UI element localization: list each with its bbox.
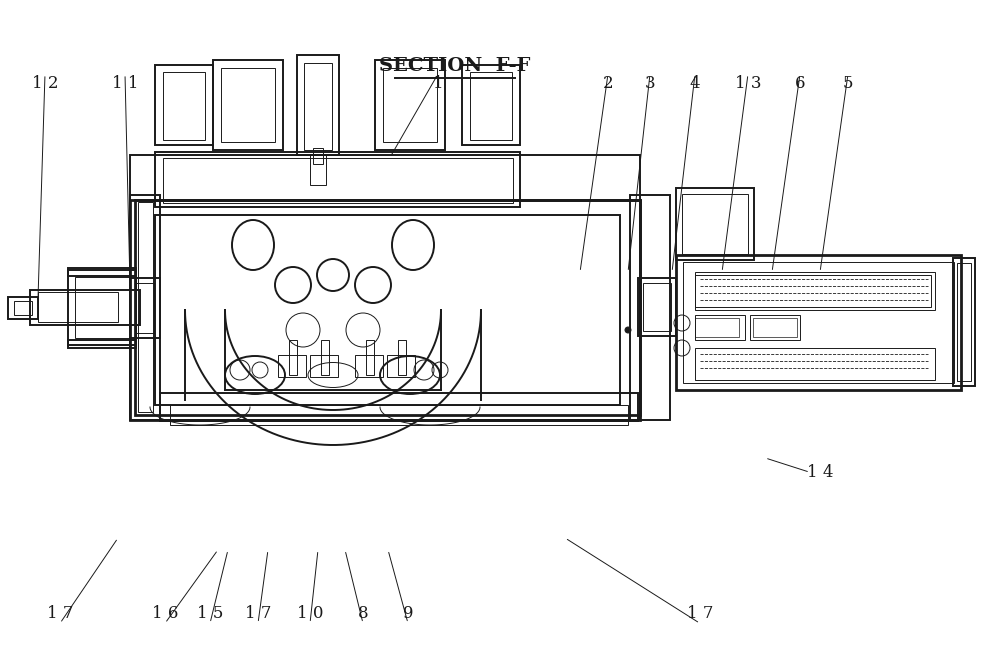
Bar — [135, 200, 640, 415]
Text: 1 7: 1 7 — [245, 605, 271, 622]
Bar — [953, 258, 975, 386]
Bar — [630, 195, 670, 420]
Bar — [68, 268, 136, 276]
Bar — [221, 68, 275, 142]
Circle shape — [625, 327, 631, 333]
Bar — [68, 340, 136, 348]
Bar — [682, 194, 748, 254]
Bar — [138, 202, 153, 412]
Bar — [753, 318, 797, 337]
Text: 1 6: 1 6 — [152, 605, 178, 622]
Text: 1 7: 1 7 — [47, 605, 73, 622]
Bar — [676, 188, 754, 260]
Bar — [130, 278, 160, 338]
Bar — [383, 68, 437, 142]
Bar — [695, 315, 745, 340]
Bar — [676, 255, 961, 390]
Bar — [638, 278, 676, 336]
Bar — [957, 263, 971, 381]
Text: SECTION  F-F: SECTION F-F — [379, 56, 531, 75]
Bar — [297, 55, 339, 155]
Bar — [695, 272, 935, 310]
Bar — [213, 60, 283, 150]
Text: 1 3: 1 3 — [735, 75, 761, 92]
Text: 1: 1 — [433, 75, 443, 92]
Bar — [462, 65, 520, 145]
Text: 4: 4 — [690, 75, 700, 92]
Bar — [695, 275, 931, 307]
Text: 1 4: 1 4 — [807, 464, 833, 481]
Bar — [130, 195, 160, 420]
Text: 2: 2 — [603, 75, 613, 92]
Bar — [130, 200, 640, 420]
Bar — [163, 72, 205, 140]
Bar — [278, 355, 306, 377]
Bar — [136, 283, 154, 333]
Text: 8: 8 — [358, 605, 368, 622]
Bar — [366, 340, 374, 375]
Bar — [155, 65, 213, 145]
Bar — [170, 405, 628, 425]
Bar — [375, 60, 445, 150]
Bar — [289, 340, 297, 375]
Bar — [695, 348, 935, 380]
Bar — [310, 155, 326, 185]
Bar — [321, 340, 329, 375]
Text: 5: 5 — [843, 75, 853, 92]
Text: 1 1: 1 1 — [112, 75, 138, 92]
Bar — [643, 283, 671, 331]
Bar — [30, 290, 140, 325]
Text: 1 5: 1 5 — [197, 605, 223, 622]
Bar — [387, 355, 415, 377]
Bar — [310, 355, 338, 377]
Bar — [304, 63, 332, 150]
Bar — [160, 393, 638, 421]
Bar — [683, 262, 954, 383]
Bar — [355, 355, 383, 377]
Bar — [470, 72, 512, 140]
Text: 9: 9 — [403, 605, 413, 622]
Bar — [163, 158, 513, 203]
Bar — [313, 148, 323, 164]
Bar — [750, 315, 800, 340]
Bar — [130, 155, 640, 420]
Bar — [155, 152, 520, 207]
Text: 1 2: 1 2 — [32, 75, 58, 92]
Bar — [398, 340, 406, 375]
Bar — [8, 297, 38, 319]
Bar — [68, 270, 136, 345]
Bar — [14, 301, 32, 315]
Text: 3: 3 — [645, 75, 655, 92]
Text: 1 7: 1 7 — [687, 605, 713, 622]
Bar — [38, 292, 118, 322]
Bar — [695, 318, 739, 337]
Bar — [75, 277, 130, 338]
Text: 6: 6 — [795, 75, 805, 92]
Text: 1 0: 1 0 — [297, 605, 323, 622]
Bar — [155, 215, 620, 405]
